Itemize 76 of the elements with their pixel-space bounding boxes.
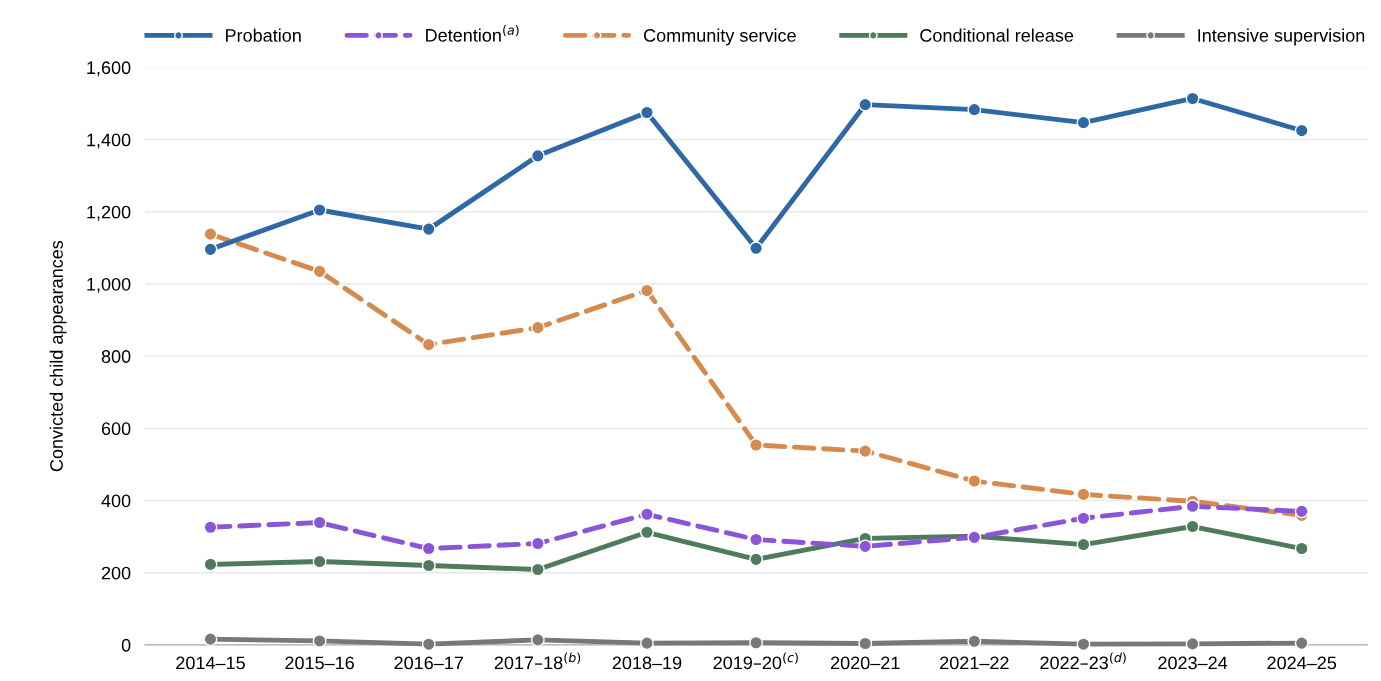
point	[749, 438, 764, 452]
point	[858, 444, 873, 459]
point	[749, 532, 764, 547]
point	[640, 507, 654, 522]
y-axis-title: Convicted child appearances	[49, 240, 67, 472]
point	[530, 562, 545, 577]
x-tick-label: 2022–23$^{(d)}$	[1040, 652, 1126, 670]
y-tick-label: 400	[101, 494, 131, 508]
point	[858, 636, 873, 651]
legend-label: Community service	[643, 28, 796, 46]
point	[749, 241, 764, 256]
x-tick-label: 2019–20$^{(c)}$	[713, 652, 798, 670]
legend-label: Conditional release	[920, 28, 1074, 42]
x-tick-label: 2016–17	[394, 656, 463, 670]
point	[1076, 511, 1091, 526]
point	[1185, 499, 1200, 514]
point	[312, 264, 327, 279]
y-tick-label: 1,400	[87, 133, 131, 149]
point	[1294, 541, 1309, 556]
y-tick-label: 800	[101, 350, 131, 363]
legend-label: Intensive supervision	[1198, 28, 1365, 46]
point	[312, 515, 327, 530]
point	[640, 636, 654, 651]
point	[203, 557, 218, 572]
x-tick-label: 2018–19	[612, 656, 682, 670]
point	[967, 102, 982, 117]
point	[203, 242, 218, 257]
point	[530, 632, 545, 647]
legend-label: Detention$^{(a)}$	[426, 25, 519, 42]
point	[203, 520, 218, 535]
x-tick-label: 2017–18$^{(b)}$	[494, 652, 581, 670]
point	[1076, 537, 1091, 552]
point	[967, 474, 982, 488]
point	[421, 222, 436, 237]
point	[749, 635, 764, 650]
point	[967, 634, 982, 649]
point	[858, 539, 873, 554]
point	[312, 554, 327, 569]
y-tick-label: 1,200	[87, 205, 131, 221]
y-tick-label: 600	[101, 422, 131, 436]
point	[530, 536, 545, 551]
point	[858, 97, 873, 112]
point	[312, 203, 327, 217]
point	[1294, 636, 1309, 651]
point	[421, 558, 436, 573]
point	[1185, 519, 1200, 534]
x-tick-label: 2014–15	[176, 656, 245, 670]
point	[640, 283, 654, 298]
point	[421, 541, 436, 556]
point	[1076, 115, 1091, 130]
point	[203, 632, 218, 647]
point	[421, 337, 436, 352]
point	[1185, 91, 1200, 106]
point	[530, 320, 545, 335]
point	[530, 148, 545, 163]
x-tick-label: 2021–22	[940, 656, 1009, 670]
point	[749, 552, 764, 567]
y-tick-label: 1,600	[87, 61, 131, 77]
y-tick-label: 200	[101, 566, 131, 580]
point	[1076, 487, 1091, 502]
legend-label: Probation	[226, 28, 301, 42]
point	[1185, 636, 1200, 651]
y-tick-label: 1,000	[87, 277, 131, 293]
point	[203, 227, 218, 242]
point	[1076, 637, 1091, 652]
x-tick-label: 2020–21	[830, 656, 900, 670]
x-tick-label: 2015–16	[285, 656, 354, 670]
x-tick-label: 2024–25	[1267, 656, 1337, 670]
point	[1294, 123, 1309, 138]
point	[640, 525, 654, 540]
point	[1294, 504, 1309, 519]
point	[312, 633, 327, 648]
point	[640, 105, 654, 120]
y-tick-label: 0	[121, 638, 131, 652]
point	[421, 637, 436, 652]
x-tick-label: 2023–24	[1158, 656, 1228, 670]
